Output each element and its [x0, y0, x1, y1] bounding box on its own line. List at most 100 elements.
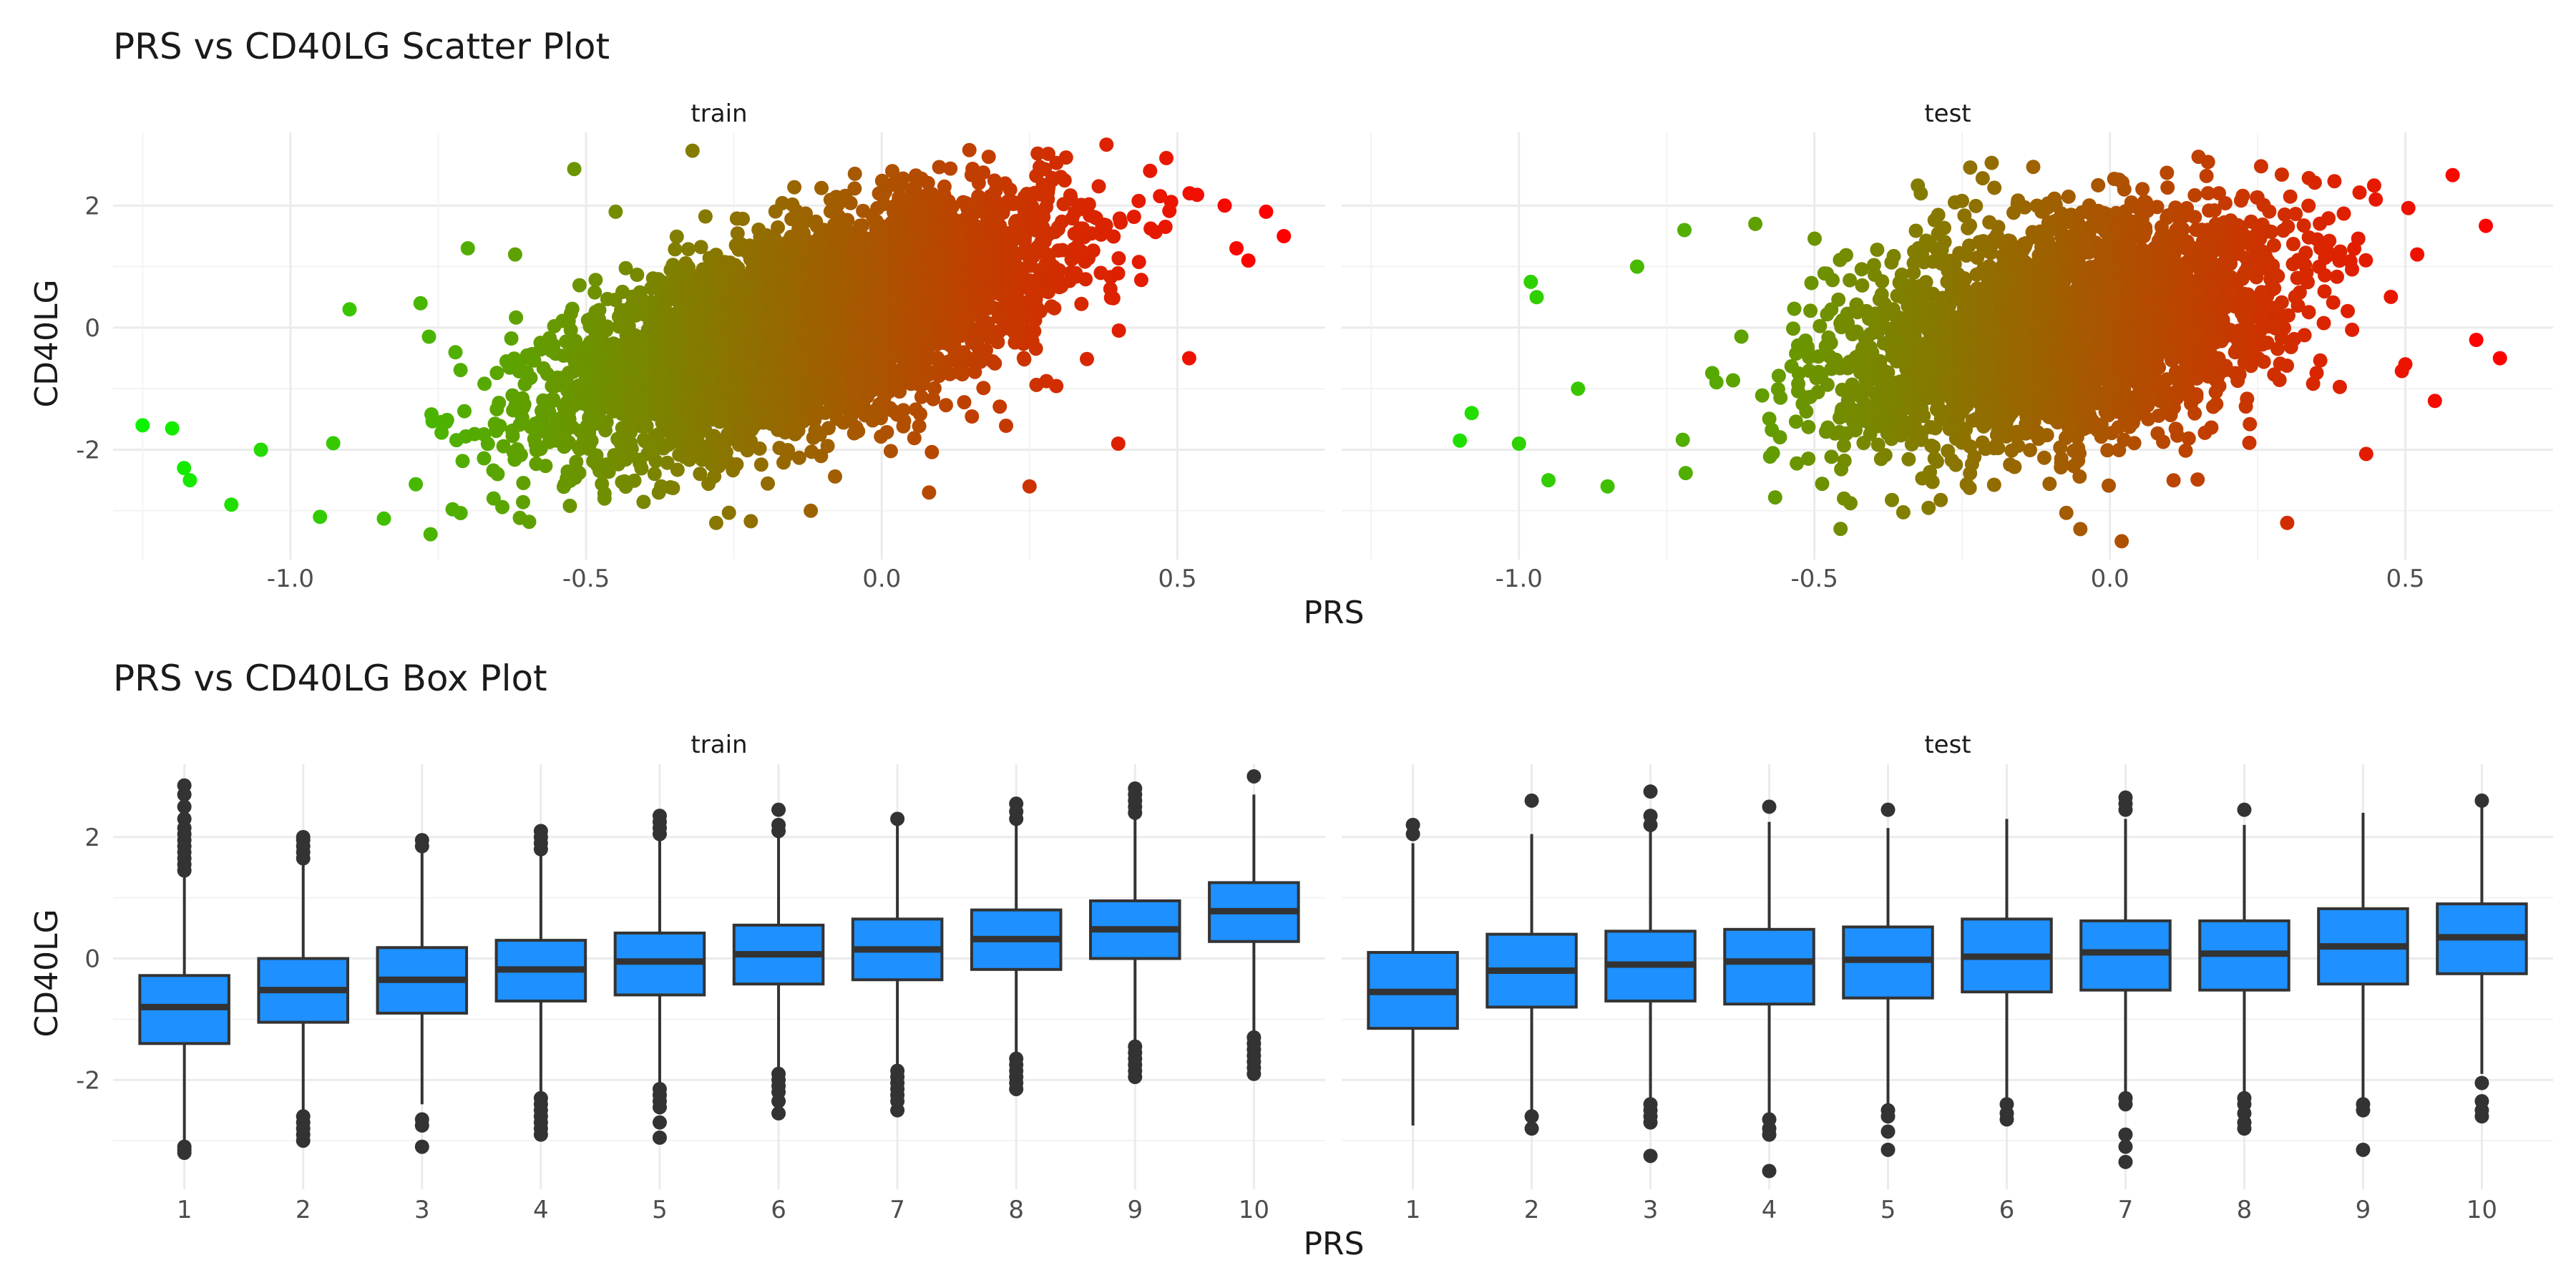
scatter-point	[846, 386, 861, 401]
scatter-point	[561, 406, 576, 420]
scatter-point	[628, 409, 643, 424]
scatter-point	[563, 306, 578, 321]
scatter-point	[1113, 215, 1128, 230]
scatter-point	[976, 381, 991, 396]
scatter-point	[987, 212, 1002, 227]
scatter-point	[1006, 195, 1021, 210]
scatter-point	[743, 514, 758, 529]
scatter-point	[952, 319, 967, 334]
scatter-point	[626, 391, 641, 406]
scatter-train-y-tick-label: -2	[76, 436, 100, 464]
scatter-point	[1074, 296, 1089, 311]
scatter-point	[529, 457, 544, 472]
scatter-point	[604, 381, 619, 396]
scatter-point	[477, 451, 492, 466]
scatter-point	[1159, 150, 1174, 165]
scatter-point	[771, 220, 785, 235]
scatter-point	[509, 310, 524, 325]
scatter-point	[524, 420, 539, 434]
scatter-point	[1106, 291, 1121, 306]
scatter-point	[992, 399, 1008, 414]
scatter-point	[507, 452, 522, 467]
scatter-point	[908, 168, 923, 183]
scatter-point	[1143, 221, 1158, 236]
scatter-point	[946, 238, 961, 253]
scatter-point	[746, 265, 761, 280]
scatter-point	[787, 180, 802, 195]
scatter-point	[623, 425, 638, 439]
scatter-point	[957, 395, 972, 410]
scatter-point	[1068, 265, 1083, 280]
scatter-point	[1190, 187, 1204, 203]
scatter-point	[627, 473, 642, 488]
scatter-point	[755, 405, 770, 420]
scatter-point	[736, 211, 750, 226]
scatter-train-y-tick-label: 2	[84, 192, 100, 220]
scatter-point	[636, 494, 651, 509]
scatter-point	[504, 331, 519, 346]
scatter-point	[912, 377, 926, 392]
scatter-point	[492, 396, 507, 410]
scatter-point	[559, 334, 574, 349]
scatter-point	[1056, 197, 1071, 212]
scatter-point	[808, 424, 823, 438]
scatter-point	[1029, 168, 1044, 183]
scatter-point	[536, 361, 551, 376]
scatter-point	[885, 164, 899, 179]
scatter-point	[937, 208, 952, 223]
scatter-point	[560, 471, 575, 486]
scatter-point	[849, 420, 864, 435]
scatter-point	[1044, 299, 1059, 314]
scatter-point	[445, 502, 460, 517]
scatter-point	[693, 240, 708, 255]
scatter-point	[654, 479, 669, 494]
scatter-point	[932, 160, 947, 175]
scatter-point	[376, 511, 391, 526]
scatter-point	[643, 444, 658, 459]
scatter-point	[516, 494, 530, 509]
scatter-point	[1093, 265, 1108, 280]
scatter-point	[1143, 163, 1158, 178]
scatter-point	[847, 166, 862, 181]
scatter-point	[1039, 374, 1054, 389]
scatter-point	[580, 351, 595, 366]
scatter-point	[753, 229, 768, 244]
scatter-point	[1002, 182, 1018, 197]
scatter-point	[544, 343, 559, 358]
scatter-point	[1091, 179, 1106, 194]
scatter-point	[791, 450, 806, 465]
scatter-point	[562, 498, 577, 513]
scatter-point	[1111, 266, 1126, 280]
scatter-point	[969, 330, 984, 345]
scatter-point	[1041, 180, 1056, 195]
scatter-point	[914, 389, 929, 404]
scatter-point	[928, 221, 943, 236]
scatter-point	[668, 242, 683, 257]
scatter-point	[522, 351, 537, 366]
scatter-point	[678, 403, 692, 417]
scatter-point	[567, 364, 582, 379]
scatter-point	[1055, 243, 1070, 258]
scatter-point	[999, 419, 1013, 433]
scatter-point	[693, 467, 708, 482]
scatter-point	[615, 284, 630, 299]
scatter-point	[477, 376, 492, 391]
scatter-point	[943, 161, 958, 176]
scatter-point	[516, 476, 531, 490]
scatter-point	[588, 273, 603, 288]
scatter-point	[425, 414, 440, 429]
scatter-point	[937, 179, 952, 194]
scatter-point	[495, 499, 509, 514]
scatter-point	[761, 476, 775, 491]
scatter-train-points	[135, 137, 1292, 542]
scatter-point	[828, 469, 842, 484]
scatter-train-y-tick-label: 0	[84, 314, 100, 343]
scatter-point	[660, 455, 675, 470]
scatter-panel-train: -202-1.0 -0.5 0.0 0.5	[76, 132, 1325, 593]
scatter-point	[1153, 189, 1168, 204]
scatter-point	[1057, 173, 1072, 188]
scatter-point	[507, 351, 522, 366]
scatter-point	[1133, 273, 1148, 288]
scatter-point	[569, 454, 584, 469]
scatter-point	[409, 477, 424, 492]
